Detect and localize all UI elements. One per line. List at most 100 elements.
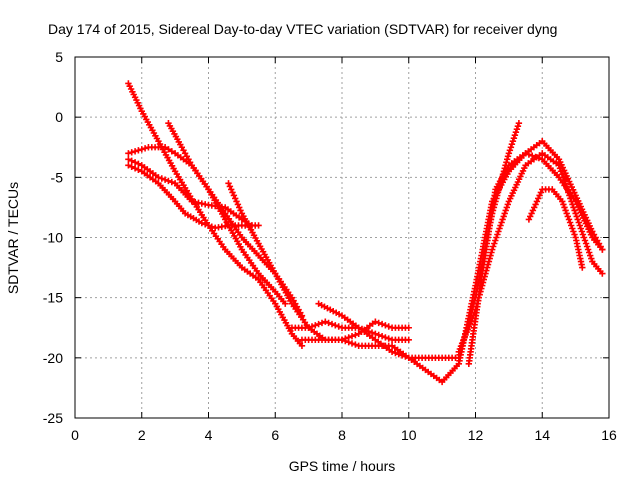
sample-marker <box>504 201 511 208</box>
sample-marker <box>510 135 518 142</box>
sample-marker <box>506 147 514 154</box>
sample-marker <box>496 225 503 232</box>
sample-marker <box>574 216 581 223</box>
sample-marker <box>501 210 508 217</box>
sample-marker <box>131 148 139 155</box>
sample-marker <box>581 237 589 244</box>
sample-marker <box>500 213 507 220</box>
sample-marker <box>312 322 319 329</box>
sample-marker <box>375 331 382 339</box>
sample-marker <box>588 255 595 262</box>
sample-marker <box>342 337 349 345</box>
sample-marker <box>575 219 582 226</box>
sample-marker <box>325 319 332 327</box>
sample-marker <box>499 216 506 223</box>
data-point <box>599 270 606 277</box>
sample-marker <box>202 221 209 228</box>
data-point <box>505 150 513 157</box>
sample-marker <box>332 322 339 329</box>
sample-marker <box>492 237 499 244</box>
data-point <box>599 246 606 253</box>
data-point <box>255 222 262 229</box>
sample-marker <box>573 213 580 220</box>
x-tick-label: 8 <box>338 427 346 443</box>
sample-marker <box>562 207 569 214</box>
sample-marker <box>561 204 568 211</box>
sample-marker <box>226 183 234 190</box>
sample-marker <box>348 340 356 347</box>
series-track-12 <box>525 186 586 271</box>
x-tick-label: 12 <box>468 427 484 443</box>
sample-marker <box>228 186 235 193</box>
sample-marker <box>348 333 356 340</box>
sample-marker <box>232 195 239 202</box>
data-point <box>579 264 586 271</box>
sample-marker <box>493 234 500 241</box>
sample-marker <box>569 225 576 232</box>
sample-marker <box>491 240 498 247</box>
sample-marker <box>230 192 238 199</box>
sample-marker <box>577 225 584 232</box>
grid <box>75 57 609 418</box>
data-point <box>405 336 412 343</box>
data-point <box>282 300 289 307</box>
sample-marker <box>135 160 142 167</box>
data-point <box>522 150 529 157</box>
sample-marker <box>584 246 592 253</box>
sample-marker <box>335 323 342 330</box>
data-point <box>405 324 412 331</box>
sample-marker <box>532 153 539 161</box>
sample-marker <box>578 228 586 235</box>
data-point <box>555 162 563 169</box>
sample-marker <box>529 207 537 214</box>
x-tick-label: 6 <box>271 427 279 443</box>
sample-marker <box>571 231 578 238</box>
sample-marker <box>532 201 539 208</box>
sample-marker <box>512 129 520 136</box>
sample-marker <box>382 334 389 341</box>
sample-marker <box>135 166 142 173</box>
chart-title: Day 174 of 2015, Sidereal Day-to-day VTE… <box>48 21 557 37</box>
sample-marker <box>315 320 322 328</box>
sample-marker <box>131 165 139 172</box>
sample-marker <box>236 204 243 211</box>
sample-marker <box>208 223 215 230</box>
sample-marker <box>378 320 386 328</box>
sample-marker <box>504 153 512 160</box>
sample-marker <box>580 234 588 241</box>
data-point <box>559 198 566 205</box>
data-point <box>125 150 132 157</box>
sample-marker <box>205 222 212 229</box>
series-track-11 <box>465 150 606 368</box>
sample-marker <box>308 323 316 330</box>
data-point <box>161 144 169 151</box>
sample-marker <box>525 151 533 158</box>
data-point <box>488 246 496 253</box>
sample-marker <box>587 252 594 259</box>
x-tick-label: 16 <box>601 427 617 443</box>
y-axis-label: SDTVAR / TECUs <box>5 182 21 294</box>
y-tick-label: -5 <box>51 169 64 185</box>
sample-marker <box>382 322 389 329</box>
sample-marker <box>582 240 590 247</box>
data-point <box>198 219 206 227</box>
sample-marker <box>568 222 575 229</box>
sample-marker <box>161 176 169 183</box>
sample-marker <box>234 201 242 208</box>
data-point <box>338 336 346 343</box>
y-tick-label: -10 <box>43 230 63 246</box>
sample-marker <box>502 207 509 214</box>
sample-marker <box>352 341 359 348</box>
data-point <box>322 318 329 325</box>
data-point <box>572 210 579 217</box>
sample-marker <box>514 123 522 130</box>
data-point <box>515 119 523 127</box>
sample-marker <box>138 146 145 153</box>
data-point <box>155 174 162 181</box>
x-tick-label: 10 <box>401 427 417 443</box>
sample-marker <box>563 210 570 217</box>
sample-marker <box>509 138 517 145</box>
data-point <box>298 342 306 349</box>
sample-marker <box>495 228 502 235</box>
